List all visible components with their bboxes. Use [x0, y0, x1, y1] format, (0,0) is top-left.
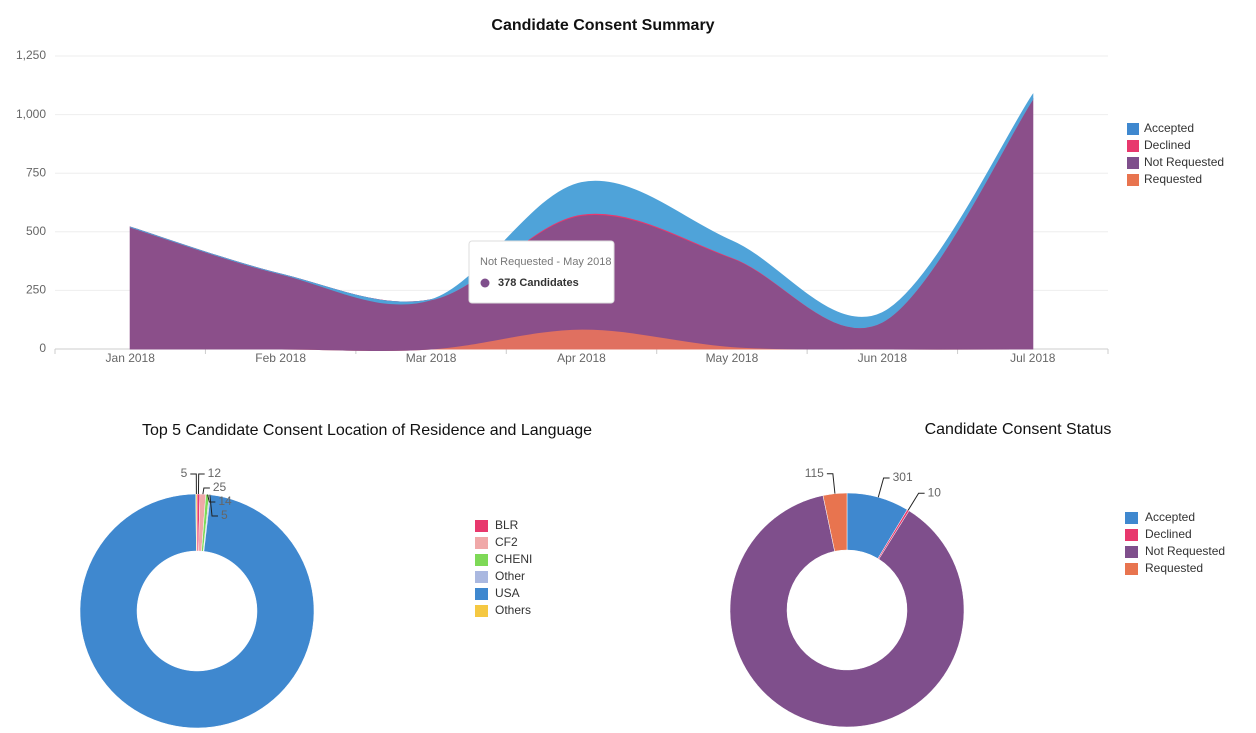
leader-line [907, 492, 925, 511]
legend-swatch [475, 588, 488, 600]
legend-label: CF2 [495, 535, 518, 549]
y-tick-label: 1,000 [16, 107, 46, 121]
legend-swatch [1125, 529, 1138, 541]
area [130, 93, 1034, 329]
data-label: 10 [928, 485, 942, 499]
legend-label: Requested [1144, 172, 1202, 186]
x-tick-label: Feb 2018 [255, 351, 306, 365]
data-label: 5 [221, 508, 228, 522]
y-tick-label: 500 [26, 224, 46, 238]
area [129, 97, 1034, 351]
legend-label: CHENI [495, 552, 532, 566]
leader-line [202, 487, 210, 495]
x-tick-label: Jul 2018 [1010, 351, 1056, 365]
donut-slice [79, 493, 315, 729]
x-tick-label: May 2018 [706, 351, 759, 365]
x-tick-label: Mar 2018 [406, 351, 457, 365]
tooltip-text: 378 Candidates [498, 277, 579, 289]
legend-label: Requested [1145, 561, 1203, 575]
legend-swatch [1125, 512, 1138, 524]
legend-label: Declined [1145, 527, 1192, 541]
legend-swatch [475, 537, 488, 549]
donut-slice [729, 495, 965, 728]
legend-label: USA [495, 586, 520, 600]
legend-swatch [1127, 174, 1139, 186]
leader-line [207, 494, 216, 503]
chart-title: Candidate Consent Summary [491, 17, 714, 34]
legend-swatch [1125, 563, 1138, 575]
chart-title: Candidate Consent Status [925, 421, 1112, 438]
tooltip-dot [480, 278, 490, 288]
area-chart: 0 250 500 750 1,000 1,250 Jan 2018 Feb 2018 Mar … [16, 48, 1224, 365]
legend-label: Not Requested [1145, 544, 1225, 558]
x-tick-label: Apr 2018 [557, 351, 606, 365]
x-tick-label: Jun 2018 [858, 351, 908, 365]
legend-swatch [1125, 546, 1138, 558]
y-tick-label: 1,250 [16, 48, 46, 62]
legend-label: Others [495, 603, 531, 617]
legend-swatch [1127, 157, 1139, 169]
data-label: 301 [893, 470, 913, 484]
legend-swatch [475, 554, 488, 566]
data-label: 14 [218, 494, 232, 508]
donut-slice [822, 492, 848, 552]
leader-line [826, 473, 836, 494]
y-tick-label: 250 [26, 283, 46, 297]
leader-line [190, 473, 197, 495]
tooltip-title: Not Requested - May 2018 [480, 256, 611, 268]
legend-label: Declined [1144, 138, 1191, 152]
legend-label: Accepted [1145, 510, 1195, 524]
legend-swatch [475, 520, 488, 532]
legend-swatch [475, 571, 488, 583]
legend-label: Accepted [1144, 121, 1194, 135]
legend-swatch [475, 605, 488, 617]
y-tick-label: 750 [26, 165, 46, 179]
data-label: 5 [181, 466, 188, 480]
legend-swatch [1127, 140, 1139, 152]
data-label: 115 [805, 466, 824, 480]
legend-label: BLR [495, 518, 519, 532]
leader-line [877, 477, 890, 498]
leader-line [197, 473, 205, 495]
donut-slice [195, 493, 198, 552]
legend-label: Not Requested [1144, 155, 1224, 169]
legend-swatch [1127, 123, 1139, 135]
chart-title: Top 5 Candidate Consent Location of Resi… [142, 422, 592, 439]
legend-label: Other [495, 569, 525, 583]
x-tick-label: Jan 2018 [106, 351, 156, 365]
leader-line [209, 494, 219, 517]
data-label: 12 [208, 466, 222, 480]
y-tick-label: 0 [39, 341, 46, 355]
data-label: 25 [213, 480, 227, 494]
tooltip: Not Requested - May 2018 378 Candidates [468, 240, 615, 304]
tooltip-box [468, 240, 615, 304]
